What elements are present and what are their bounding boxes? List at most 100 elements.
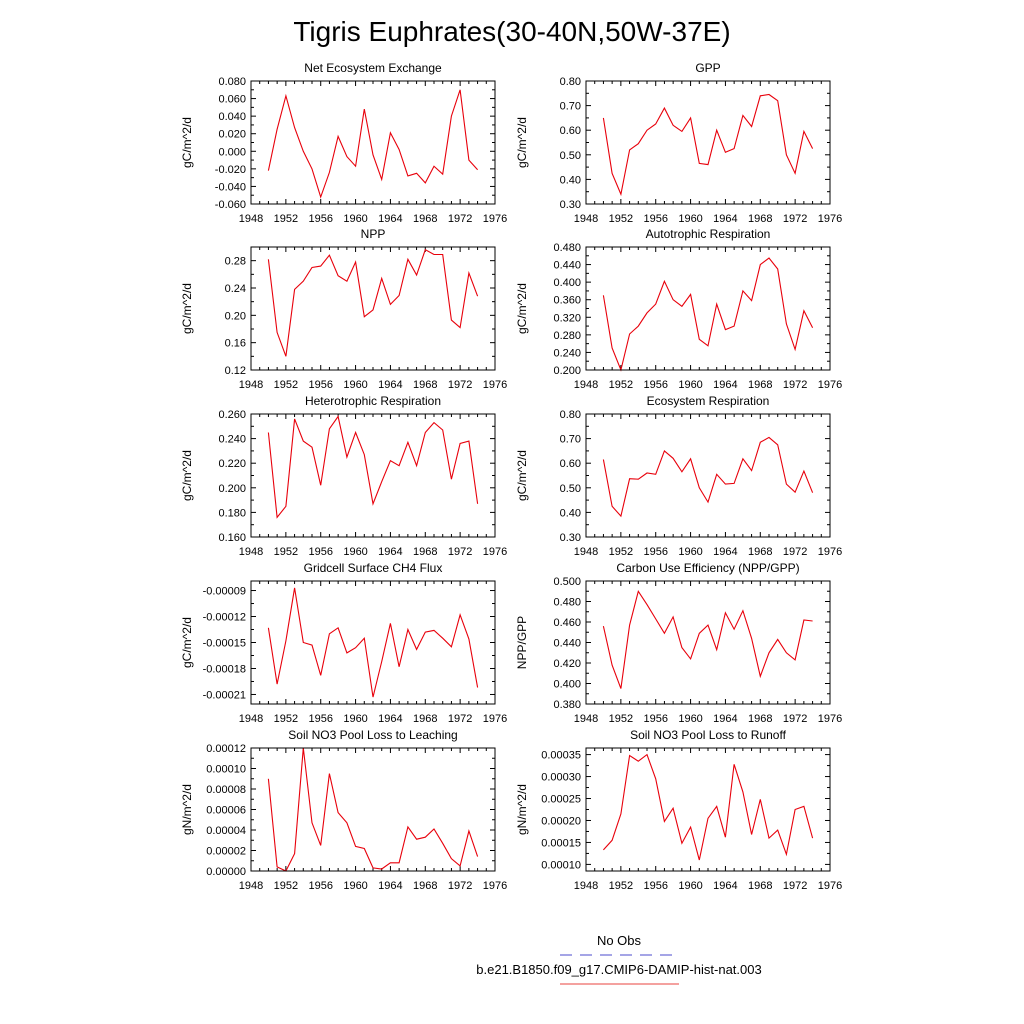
y-tick-label: 0.28	[225, 256, 246, 268]
y-tick-label: 0.00004	[206, 825, 246, 837]
y-tick-label: 0.50	[560, 150, 581, 162]
x-tick-label: 1972	[448, 546, 472, 558]
chart-title: NPP	[361, 227, 386, 241]
y-tick-label: -0.00009	[203, 586, 246, 598]
plot-frame	[250, 80, 496, 205]
x-tick-label: 1956	[643, 213, 667, 225]
y-axis-label: gC/m^2/d	[515, 450, 529, 501]
x-tick-label: 1956	[308, 379, 332, 391]
y-tick-label: 0.30	[560, 199, 581, 211]
x-tick-label: 1952	[609, 546, 633, 558]
x-tick-label: 1952	[609, 213, 633, 225]
x-tick-label: 1964	[713, 713, 737, 725]
x-tick-label: 1960	[678, 379, 702, 391]
y-tick-label: 0.40	[560, 507, 581, 519]
x-tick-label: 1972	[783, 546, 807, 558]
y-tick-label: -0.00012	[203, 612, 246, 624]
y-tick-label: 0.00006	[206, 805, 246, 817]
chart-panel-8: Carbon Use Efficiency (NPP/GPP) NPP/GPP 19…	[515, 561, 842, 725]
y-tick-label: 0.320	[553, 312, 581, 324]
plot-frame	[585, 246, 831, 371]
y-tick-label: 0.440	[553, 638, 581, 650]
y-tick-label: 0.60	[560, 458, 581, 470]
y-tick-label: 0.00008	[206, 784, 246, 796]
series-line	[267, 248, 479, 357]
y-tick-label: 0.400	[553, 277, 581, 289]
x-tick-label: 1976	[818, 880, 842, 892]
y-tick-label: 0.12	[225, 365, 246, 377]
x-tick-label: 1948	[239, 880, 263, 892]
plot-frame	[585, 80, 831, 205]
y-tick-label: 0.360	[553, 295, 581, 307]
plot-frame	[250, 580, 496, 705]
x-tick-label: 1952	[609, 379, 633, 391]
x-tick-label: 1948	[574, 880, 598, 892]
x-tick-label: 1968	[413, 713, 437, 725]
x-tick-label: 1968	[413, 213, 437, 225]
y-tick-label: 0.080	[218, 76, 246, 88]
x-tick-label: 1948	[574, 546, 598, 558]
y-axis-label: gN/m^2/d	[515, 784, 529, 835]
y-tick-label: 0.200	[218, 483, 246, 495]
x-tick-label: 1968	[413, 546, 437, 558]
chart-title: Heterotrophic Respiration	[305, 394, 441, 408]
x-tick-label: 1952	[609, 713, 633, 725]
series-line	[267, 415, 479, 519]
y-tick-label: 0.400	[553, 679, 581, 691]
x-tick-label: 1972	[448, 213, 472, 225]
x-tick-label: 1952	[274, 379, 298, 391]
x-tick-label: 1960	[343, 213, 367, 225]
x-tick-label: 1976	[483, 546, 507, 558]
chart-panel-7: Gridcell Surface CH4 Flux gC/m^2/d 1948 195…	[180, 561, 507, 725]
y-tick-label: 0.000	[218, 146, 246, 158]
series-line	[602, 753, 814, 861]
chart-panel-3: NPP gC/m^2/d 1948 1952 1956 1960 1964 1968 1972 1…	[180, 227, 507, 391]
chart-panel-1: Net Ecosystem Exchange gC/m^2/d 1948 1952 19…	[180, 61, 507, 225]
x-tick-label: 1972	[448, 379, 472, 391]
y-tick-label: 0.00000	[206, 866, 246, 878]
y-tick-label: 0.280	[553, 330, 581, 342]
y-tick-label: 0.70	[560, 434, 581, 446]
x-tick-label: 1968	[748, 546, 772, 558]
x-tick-label: 1972	[783, 379, 807, 391]
series-line	[267, 587, 479, 698]
legend: No Obs b.e21.B1850.f09_g17.CMIP6-DAMIP-h…	[476, 933, 762, 985]
series-line	[602, 93, 814, 197]
x-tick-label: 1952	[274, 546, 298, 558]
x-tick-label: 1964	[713, 213, 737, 225]
y-tick-label: -0.060	[215, 199, 246, 211]
chart-title: Ecosystem Respiration	[647, 394, 770, 408]
chart-title: Carbon Use Efficiency (NPP/GPP)	[616, 561, 799, 575]
y-tick-label: 0.240	[553, 347, 581, 359]
x-tick-label: 1952	[274, 880, 298, 892]
y-tick-label: 0.220	[218, 458, 246, 470]
x-tick-label: 1960	[678, 213, 702, 225]
x-tick-label: 1968	[748, 713, 772, 725]
y-tick-label: 0.460	[553, 617, 581, 629]
y-tick-label: 0.30	[560, 532, 581, 544]
x-tick-label: 1956	[308, 880, 332, 892]
x-tick-label: 1972	[448, 713, 472, 725]
y-tick-label: 0.20	[225, 310, 246, 322]
series-line	[267, 747, 479, 872]
x-tick-label: 1956	[643, 880, 667, 892]
y-tick-label: 0.40	[560, 174, 581, 186]
x-tick-label: 1976	[818, 546, 842, 558]
x-tick-label: 1948	[574, 379, 598, 391]
x-tick-label: 1948	[239, 213, 263, 225]
x-tick-label: 1976	[818, 213, 842, 225]
x-tick-label: 1976	[483, 379, 507, 391]
y-axis-label: gC/m^2/d	[180, 283, 194, 334]
x-tick-label: 1960	[343, 379, 367, 391]
chart-panel-10: Soil NO3 Pool Loss to Runoff gN/m^2/d 1948…	[515, 728, 842, 892]
y-tick-label: 0.00010	[541, 859, 581, 871]
chart-title: Net Ecosystem Exchange	[304, 61, 442, 75]
x-tick-label: 1968	[748, 213, 772, 225]
x-tick-label: 1960	[343, 546, 367, 558]
y-axis-label: gC/m^2/d	[515, 283, 529, 334]
x-tick-label: 1968	[748, 379, 772, 391]
y-tick-label: 0.020	[218, 129, 246, 141]
y-tick-label: 0.00020	[541, 815, 581, 827]
panels: Net Ecosystem Exchange gC/m^2/d 1948 1952 19…	[180, 61, 842, 892]
